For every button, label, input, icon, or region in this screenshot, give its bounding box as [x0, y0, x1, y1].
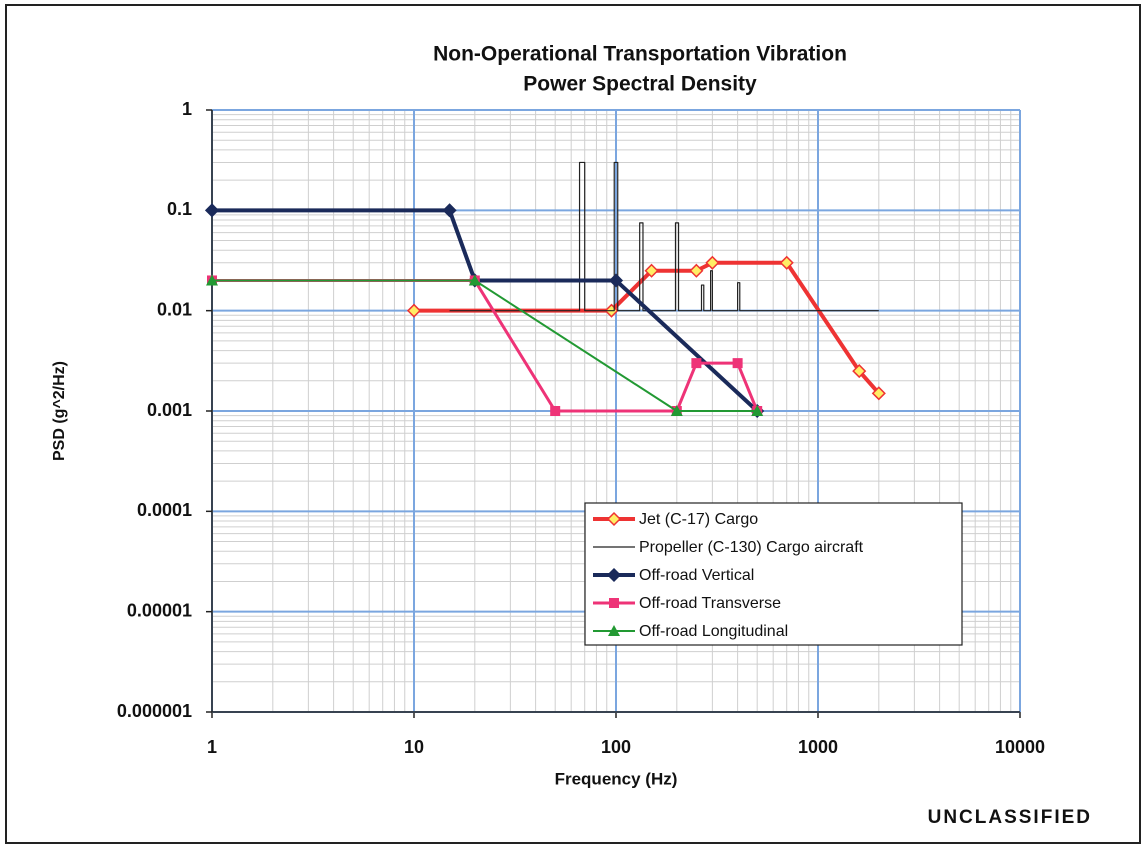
y-tick-label: 0.001	[147, 400, 192, 420]
y-tick-label: 0.00001	[127, 600, 192, 620]
legend-box	[584, 502, 963, 646]
x-tick-label: 1	[207, 737, 217, 757]
y-tick-label: 0.01	[157, 299, 192, 319]
footer: UNCLASSIFIED	[928, 807, 1092, 828]
series-line	[449, 161, 879, 312]
marker	[705, 255, 720, 270]
marker	[608, 273, 624, 288]
x-axis-label: Frequency (Hz)	[555, 769, 678, 788]
marker	[468, 274, 481, 286]
chart-subtitle: Power Spectral Density	[523, 73, 757, 96]
legend-label: Jet (C-17) Cargo	[639, 511, 758, 528]
legend-label: Off-road Vertical	[639, 567, 754, 584]
marker	[852, 364, 867, 379]
legend-label: Off-road Transverse	[639, 595, 781, 612]
marker	[670, 405, 683, 416]
legend-marker	[608, 625, 620, 636]
marker	[689, 263, 704, 278]
marker	[204, 203, 220, 218]
x-tick-label: 10000	[995, 737, 1045, 757]
marker	[779, 255, 794, 270]
marker	[550, 406, 561, 416]
marker	[691, 358, 702, 369]
chart-title: Non-Operational Transportation Vibration	[433, 43, 847, 66]
x-tick-label: 1000	[798, 737, 838, 757]
y-tick-label: 0.000001	[117, 701, 192, 721]
y-axis-label: PSD (g^2/Hz)	[51, 361, 68, 461]
marker	[644, 263, 659, 278]
marker	[442, 203, 457, 218]
marker	[206, 274, 218, 286]
y-tick-label: 0.1	[167, 199, 192, 219]
y-tick-label: 1	[182, 99, 192, 119]
legend-label: Propeller (C-130) Cargo aircraft	[639, 539, 864, 556]
x-tick-label: 100	[601, 737, 631, 757]
marker	[732, 358, 743, 369]
legend: Jet (C-17) Cargo Propeller (C-130) Cargo …	[584, 502, 963, 646]
y-tick-label: 0.0001	[137, 500, 192, 520]
legend-label: Off-road Longitudinal	[639, 623, 788, 640]
x-tick-label: 10	[404, 737, 424, 757]
legend-marker	[606, 511, 622, 527]
series-line	[212, 279, 758, 412]
legend-marker	[606, 567, 622, 583]
marker	[406, 303, 422, 318]
legend-marker	[609, 598, 619, 608]
marker	[871, 386, 886, 401]
marker	[751, 405, 764, 416]
